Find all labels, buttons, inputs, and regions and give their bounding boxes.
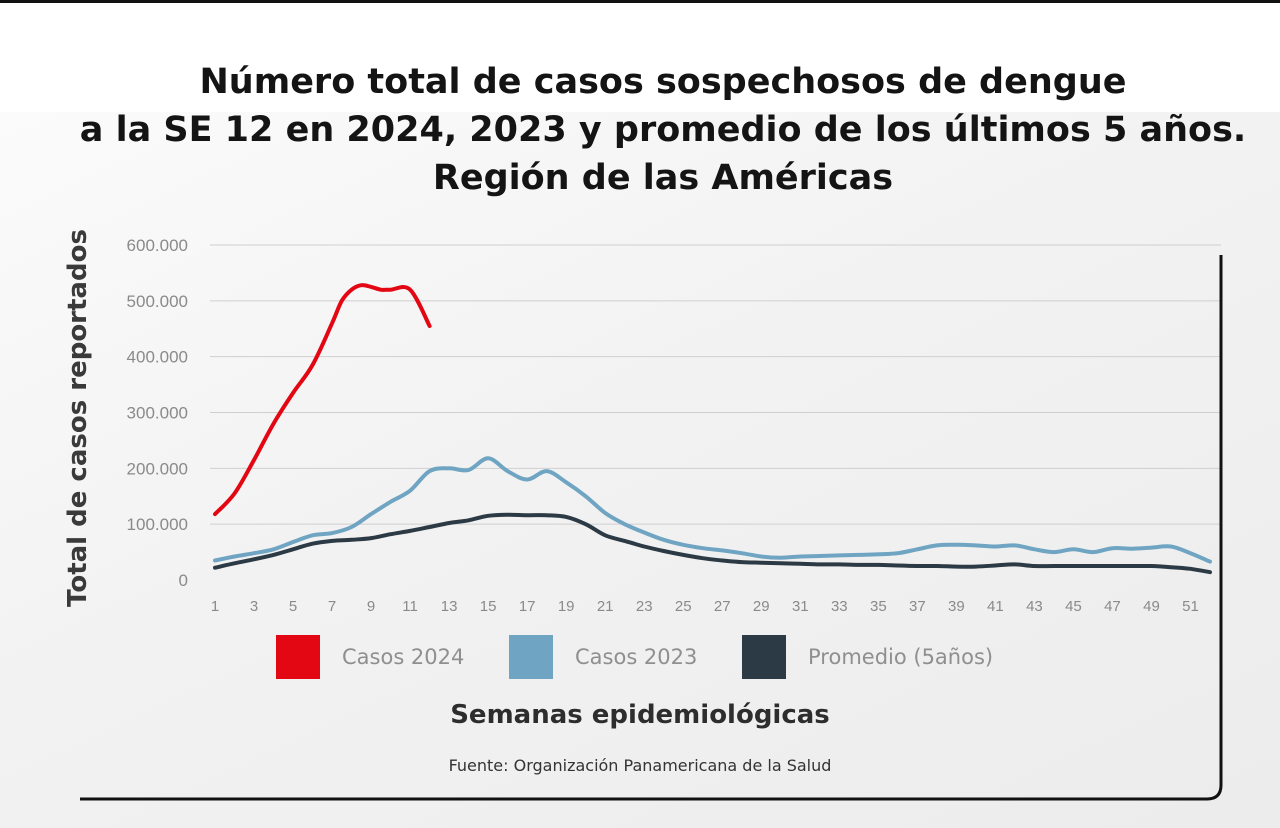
chart-title: Número total de casos sospechosos de den… [0, 58, 1280, 202]
y-tick-label: 500.000 [127, 292, 188, 311]
x-tick-label: 37 [909, 598, 926, 615]
x-tick-label: 5 [289, 598, 297, 615]
legend-item-promedio: Promedio (5años) [742, 635, 993, 679]
grid-lines [210, 244, 1221, 525]
x-tick-label: 29 [753, 598, 770, 615]
x-tick-label: 35 [870, 598, 887, 615]
x-tick-label: 21 [597, 598, 614, 615]
y-tick-label: 100.000 [127, 515, 188, 534]
x-tick-label: 15 [480, 598, 497, 615]
x-axis-label: Semanas epidemiológicas [450, 700, 830, 730]
source-note: Fuente: Organización Panamericana de la … [448, 756, 832, 775]
x-tick-label: 27 [714, 598, 731, 615]
chart-title-line-3: Región de las Américas [432, 158, 894, 198]
legend-swatch-casos-2023 [509, 635, 553, 679]
chart-title-line-1: Número total de casos sospechosos de den… [199, 62, 1127, 102]
series-lines [213, 283, 1212, 575]
series-line-promedio-5a-os [213, 512, 1212, 575]
legend-item-casos-2024: Casos 2024 [276, 635, 464, 679]
legend-swatch-casos-2024 [276, 635, 320, 679]
x-tick-label: 19 [558, 598, 575, 615]
y-tick-label: 200.000 [127, 459, 188, 478]
top-rule [0, 0, 1280, 3]
y-tick-label: 400.000 [127, 348, 188, 367]
x-tick-label: 3 [250, 598, 258, 615]
x-tick-label: 49 [1143, 598, 1160, 615]
x-tick-label: 17 [519, 598, 536, 615]
x-tick-label: 33 [831, 598, 848, 615]
chart-panel-background [0, 112, 1280, 828]
x-tick-label: 9 [367, 598, 375, 615]
series-line-casos-2024 [213, 283, 432, 517]
x-tick-label: 1 [211, 598, 219, 615]
frame-border [80, 255, 1223, 801]
legend-swatch-promedio [742, 635, 786, 679]
x-tick-label: 45 [1065, 598, 1082, 615]
x-tick-label: 13 [441, 598, 458, 615]
legend-label-promedio: Promedio (5años) [808, 645, 994, 669]
x-tick-label: 43 [1026, 598, 1043, 615]
x-tick-label: 31 [792, 598, 809, 615]
x-tick-labels: 1 3 5 7 9 11 13 15 17 19 21 23 25 27 29 31 33 35 37 39 41 43 4… [211, 598, 1199, 615]
y-tick-label: 600.000 [127, 236, 188, 255]
legend-item-casos-2023: Casos 2023 [509, 635, 697, 679]
legend-label-casos-2024: Casos 2024 [342, 645, 465, 669]
x-tick-label: 25 [675, 598, 692, 615]
legend-label-casos-2023: Casos 2023 [575, 645, 698, 669]
x-tick-label: 51 [1182, 598, 1199, 615]
x-tick-label: 11 [402, 598, 418, 615]
x-tick-label: 23 [636, 598, 653, 615]
x-tick-label: 47 [1104, 598, 1121, 615]
x-tick-label: 41 [987, 598, 1004, 615]
x-tick-label: 39 [948, 598, 965, 615]
y-tick-labels: 0 100.000 200.000 300.000 400.000 500.000 600.… [127, 236, 188, 590]
y-tick-label: 300.000 [127, 404, 188, 423]
x-tick-label: 7 [328, 598, 336, 615]
series-line-casos-2023 [213, 456, 1212, 564]
chart-title-line-2: a la SE 12 en 2024, 2023 y promedio de l… [79, 110, 1247, 150]
y-tick-label: 0 [179, 571, 188, 590]
